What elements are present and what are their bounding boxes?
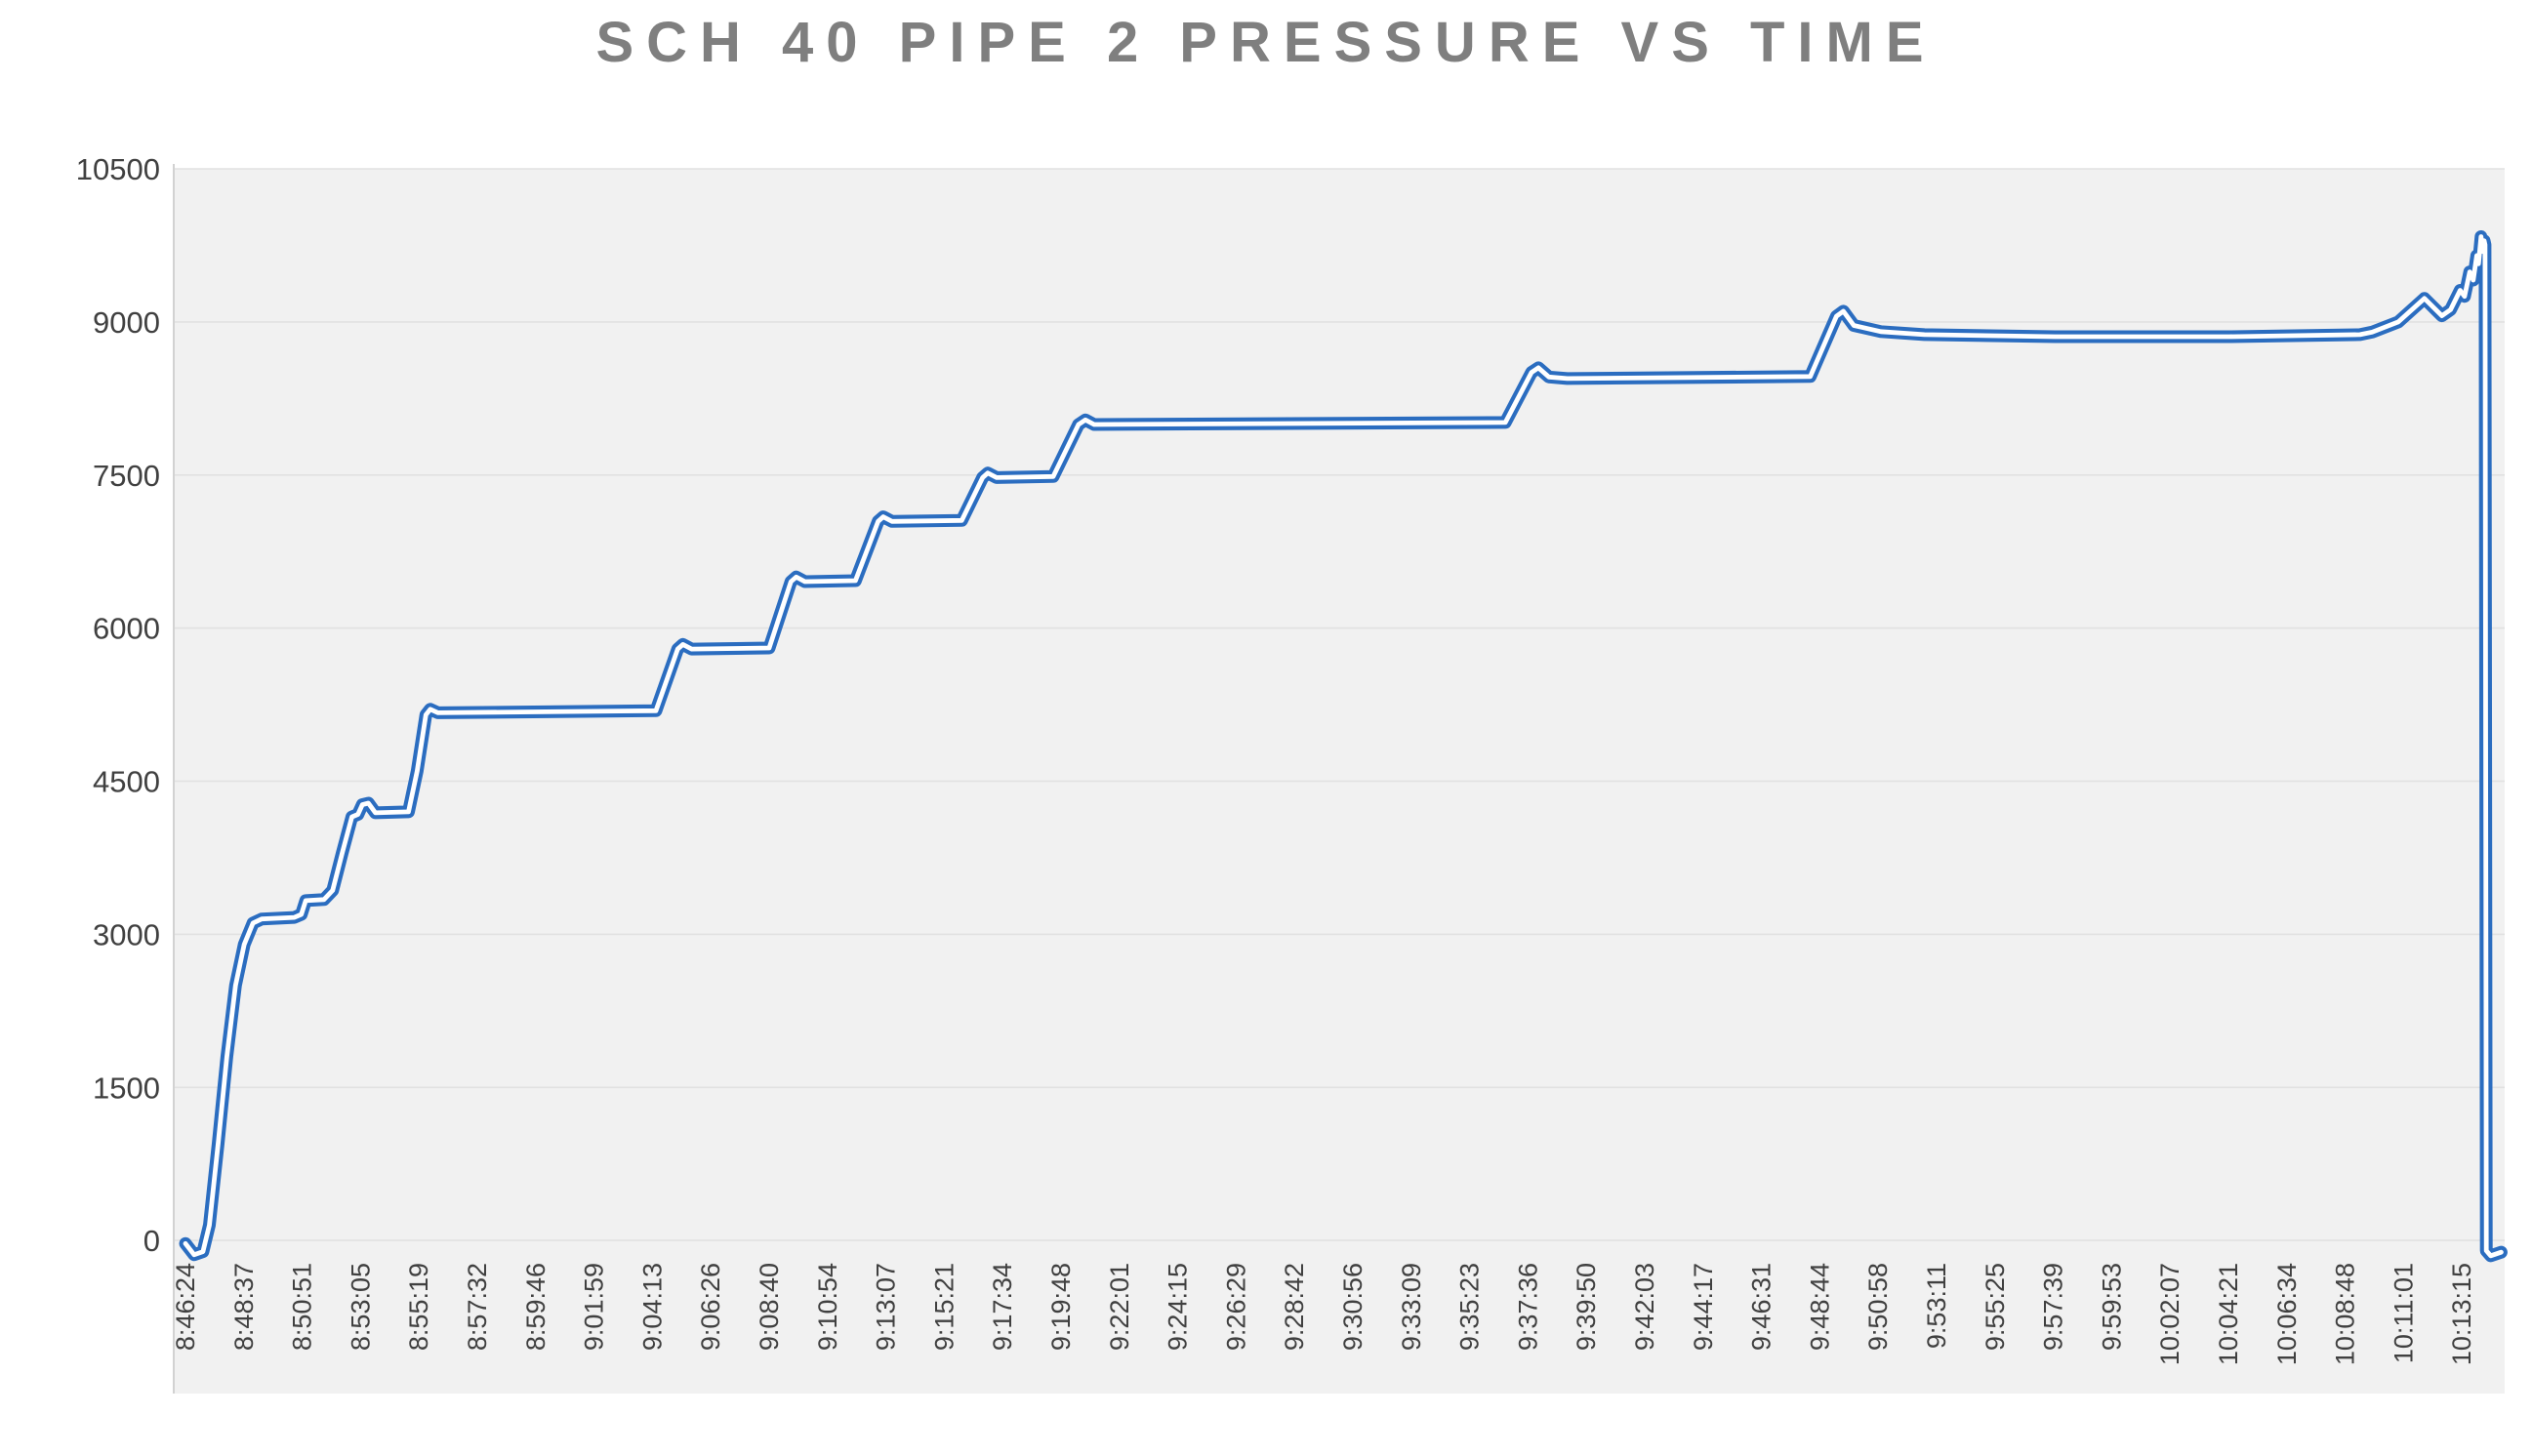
- x-axis-tick-labels: 8:46:24 8:48:37 8:50:51 8:53:05 8:55:19 8:57:…: [171, 1263, 2476, 1365]
- x-tick-label: 9:06:26: [696, 1263, 725, 1351]
- x-tick-label: 10:02:07: [2155, 1263, 2185, 1365]
- x-tick-label: 9:44:17: [1689, 1263, 1718, 1351]
- pressure-series-line-core: [183, 234, 2504, 1259]
- gridlines: [174, 168, 2505, 1241]
- x-tick-label: 8:57:32: [463, 1263, 492, 1351]
- chart-title: SCH 40 PIPE 2 PRESSURE VS TIME: [595, 11, 1936, 74]
- x-tick-label: 10:04:21: [2214, 1263, 2243, 1365]
- y-tick-label: 9000: [93, 305, 160, 340]
- y-tick-label: 4500: [93, 765, 160, 799]
- x-tick-label: 9:19:48: [1046, 1263, 1076, 1351]
- y-tick-label: 10500: [76, 152, 160, 186]
- x-tick-label: 8:50:51: [288, 1263, 317, 1351]
- x-tick-label: 10:08:48: [2331, 1263, 2360, 1365]
- x-tick-label: 9:55:25: [1981, 1263, 2010, 1351]
- x-tick-label: 9:35:23: [1455, 1263, 1485, 1351]
- x-tick-label: 8:59:46: [521, 1263, 551, 1351]
- x-tick-label: 9:48:44: [1805, 1263, 1834, 1351]
- x-tick-label: 9:37:36: [1513, 1263, 1542, 1351]
- x-tick-label: 9:13:07: [872, 1263, 901, 1351]
- y-axis-tick-labels: 10500 9000 7500 6000 4500 3000 1500 0: [76, 152, 160, 1258]
- x-tick-label: 9:24:15: [1164, 1263, 1193, 1351]
- x-tick-label: 10:11:01: [2389, 1263, 2418, 1363]
- x-tick-label: 9:28:42: [1280, 1263, 1309, 1351]
- x-tick-label: 9:10:54: [813, 1263, 842, 1351]
- x-tick-label: 9:39:50: [1572, 1263, 1601, 1351]
- x-tick-label: 9:01:59: [580, 1263, 609, 1351]
- x-tick-label: 8:48:37: [229, 1263, 259, 1351]
- x-tick-label: 9:42:03: [1630, 1263, 1659, 1351]
- x-tick-label: 9:46:31: [1747, 1263, 1776, 1351]
- x-tick-label: 9:53:11: [1922, 1263, 1951, 1349]
- x-tick-label: 9:15:21: [929, 1263, 959, 1351]
- x-tick-label: 9:26:29: [1221, 1263, 1250, 1351]
- x-tick-label: 9:57:39: [2039, 1263, 2068, 1351]
- y-tick-label: 3000: [93, 917, 160, 951]
- x-tick-label: 9:17:34: [988, 1263, 1017, 1351]
- x-tick-label: 9:50:58: [1863, 1263, 1893, 1351]
- x-tick-label: 10:13:15: [2447, 1263, 2476, 1365]
- y-tick-label: 1500: [93, 1071, 160, 1105]
- x-tick-label: 9:30:56: [1338, 1263, 1368, 1351]
- x-tick-label: 8:55:19: [404, 1263, 433, 1351]
- x-tick-label: 9:08:40: [755, 1263, 784, 1351]
- y-tick-label: 7500: [93, 459, 160, 493]
- x-tick-label: 8:46:24: [171, 1263, 200, 1351]
- x-tick-label: 8:53:05: [346, 1263, 375, 1351]
- x-tick-label: 9:33:09: [1397, 1263, 1426, 1351]
- x-tick-label: 9:59:53: [2097, 1263, 2126, 1351]
- x-tick-label: 10:06:34: [2272, 1263, 2302, 1365]
- x-tick-label: 9:22:01: [1105, 1263, 1134, 1351]
- y-tick-label: 0: [143, 1224, 160, 1258]
- y-tick-label: 6000: [93, 612, 160, 646]
- x-tick-label: 9:04:13: [637, 1263, 667, 1351]
